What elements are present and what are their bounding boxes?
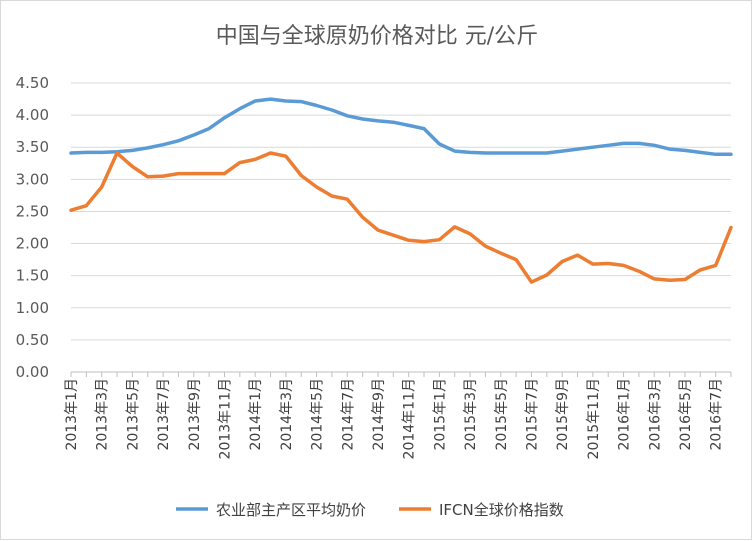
y-tick-label: 1.00: [16, 299, 49, 317]
x-tick-label: 2013年1月: [64, 378, 80, 451]
x-tick-label: 2015年7月: [524, 378, 540, 451]
x-tick-label: 2016年7月: [709, 378, 725, 451]
series-line-1: [69, 97, 733, 157]
x-tick-label: 2014年7月: [340, 378, 356, 451]
y-tick-label: 2.00: [16, 235, 49, 253]
x-tick-label: 2015年9月: [555, 378, 571, 451]
legend: 农业部主产区平均奶价 IFCN全球价格指数: [176, 501, 564, 519]
legend-label-2: IFCN全球价格指数: [439, 501, 564, 519]
gridlines: [71, 82, 731, 341]
legend-label-1: 农业部主产区平均奶价: [216, 501, 366, 519]
x-tick-label: 2016年3月: [647, 378, 663, 451]
x-tick-label: 2013年11月: [217, 378, 233, 459]
x-tick-label: 2015年1月: [432, 378, 448, 451]
y-tick-label: 0.00: [16, 363, 49, 381]
series-line-2: [69, 151, 733, 284]
x-tick-label: 2014年11月: [402, 378, 418, 459]
y-tick-label: 3.50: [16, 138, 49, 156]
x-tick-label: 2013年5月: [125, 378, 141, 451]
y-tick-label: 2.50: [16, 202, 49, 220]
series-lines: [69, 97, 733, 284]
y-tick-label: 3.00: [16, 170, 49, 188]
y-tick-label: 4.00: [16, 106, 49, 124]
x-tick-label: 2015年11月: [586, 378, 602, 459]
y-tick-label: 0.50: [16, 331, 49, 349]
x-tick-label: 2013年7月: [156, 378, 172, 451]
x-tick-label: 2014年5月: [310, 378, 326, 451]
x-tick-label: 2016年1月: [617, 378, 633, 451]
x-axis-labels: 2013年1月 2013年3月 2013年5月 2013年7月 2013年9月 2013年…: [64, 378, 725, 459]
x-tick-label: 2016年5月: [678, 378, 694, 451]
y-axis: 0.00 0.50 1.00 1.50 2.00 2.50 3.00 3.50 4.00 4.50: [16, 74, 49, 381]
x-tick-label: 2015年3月: [463, 378, 479, 451]
x-tick-label: 2013年3月: [95, 378, 111, 451]
x-tick-label: 2014年3月: [279, 378, 295, 451]
x-tick-label: 2013年9月: [187, 378, 203, 451]
y-tick-label: 4.50: [16, 74, 49, 92]
chart-title: 中国与全球原奶价格对比 元/公斤: [216, 24, 538, 49]
x-tick-label: 2014年1月: [248, 378, 264, 451]
y-tick-label: 1.50: [16, 267, 49, 285]
x-axis: [70, 371, 732, 377]
x-tick-label: 2014年9月: [371, 378, 387, 451]
x-tick-label: 2015年5月: [494, 378, 510, 451]
